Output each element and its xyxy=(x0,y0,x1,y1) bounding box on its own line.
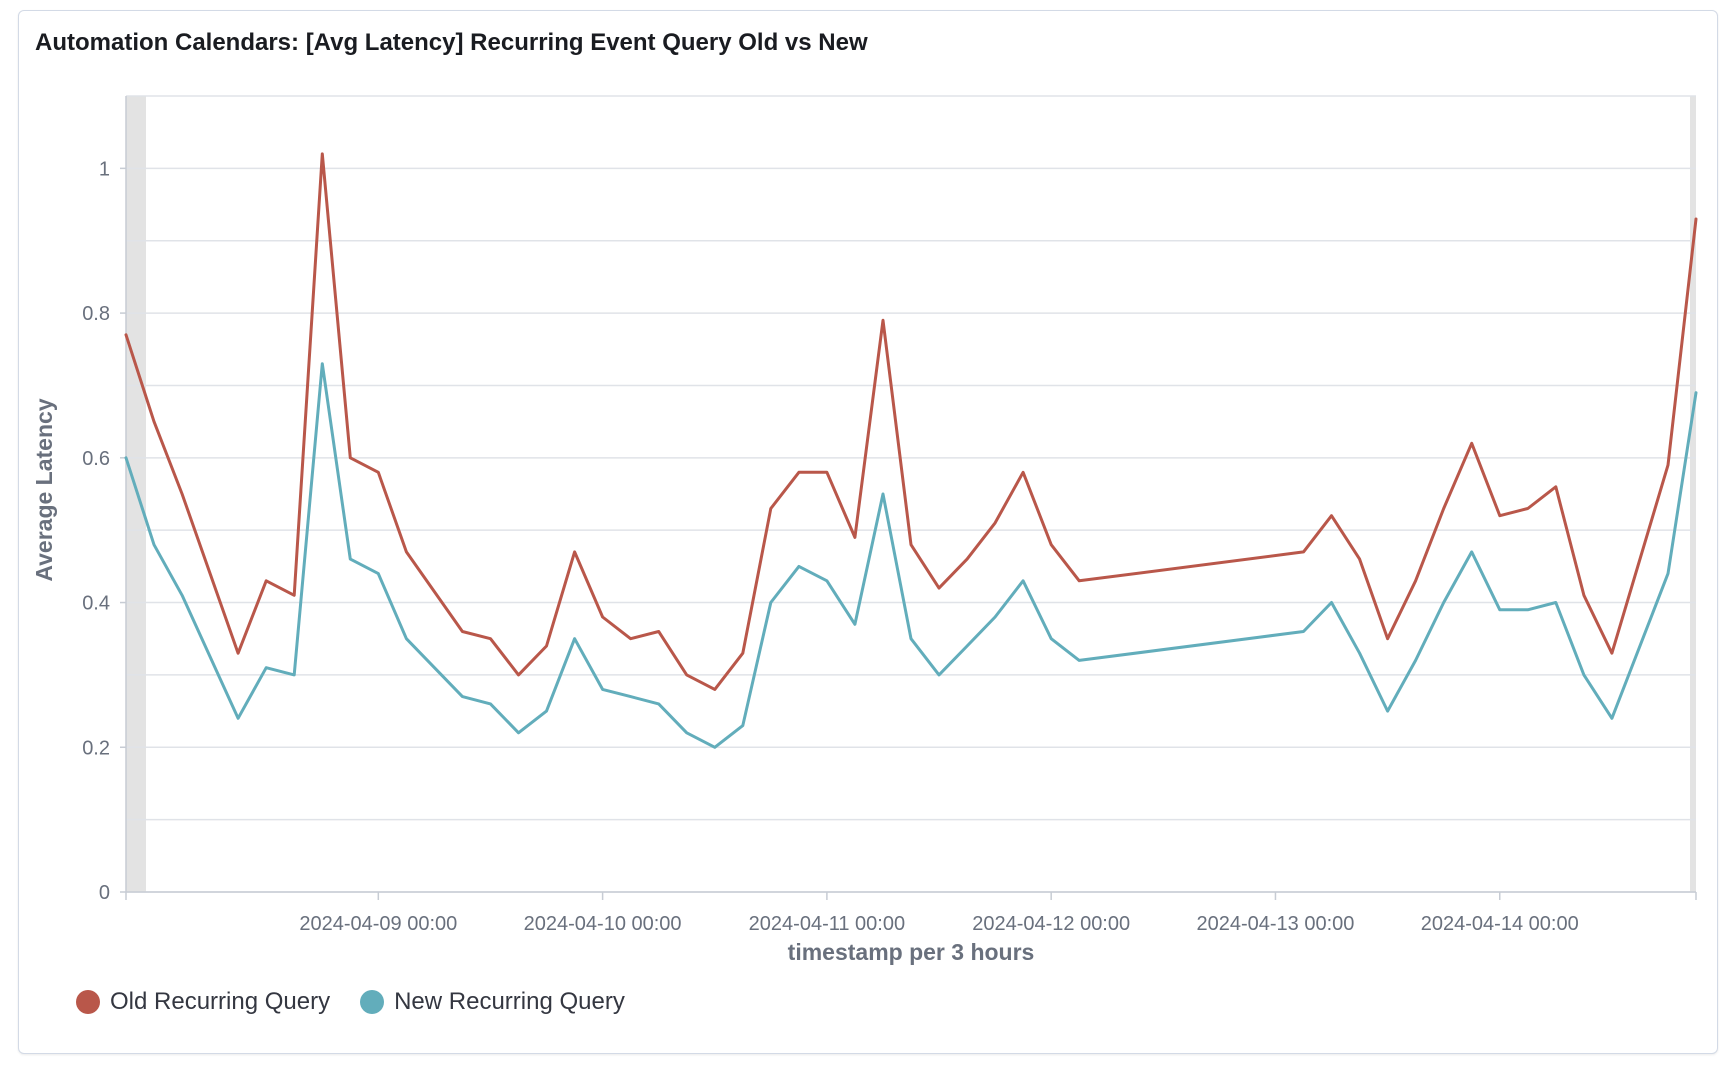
y-axis-title: Average Latency xyxy=(31,398,57,581)
x-tick-label: 2024-04-14 00:00 xyxy=(1421,913,1579,935)
y-tick-label: 0.4 xyxy=(82,593,110,615)
legend-label: New Recurring Query xyxy=(394,988,625,1015)
x-tick-label: 2024-04-11 00:00 xyxy=(749,913,905,935)
x-tick-label: 2024-04-10 00:00 xyxy=(524,913,682,935)
legend-color-dot-icon xyxy=(76,990,100,1014)
panel-title: Automation Calendars: [Avg Latency] Recu… xyxy=(35,29,868,56)
legend-item-new-recurring-query[interactable]: New Recurring Query xyxy=(360,988,625,1016)
x-tick-label: 2024-04-13 00:00 xyxy=(1197,913,1355,935)
x-tick-label: 2024-04-12 00:00 xyxy=(972,913,1130,935)
legend-label: Old Recurring Query xyxy=(110,988,331,1015)
series-line-old-recurring-query[interactable] xyxy=(124,152,1698,691)
plot-edge-band-right xyxy=(1690,96,1696,892)
plot-edge-band-left xyxy=(126,96,146,892)
legend-color-dot-icon xyxy=(360,990,385,1014)
x-tick-label: 2024-04-09 00:00 xyxy=(299,913,457,935)
x-axis-title: timestamp per 3 hours xyxy=(788,939,1035,965)
y-tick-label: 0.8 xyxy=(82,303,110,325)
y-tick-label: 0.2 xyxy=(82,737,110,759)
y-tick-label: 0.6 xyxy=(82,448,110,470)
chart-legend: Old Recurring Query New Recurring Query xyxy=(76,988,625,1016)
y-tick-label: 1 xyxy=(99,158,110,180)
y-tick-label: 0 xyxy=(99,882,110,904)
series-line-new-recurring-query[interactable] xyxy=(124,362,1698,749)
legend-item-old-recurring-query[interactable]: Old Recurring Query xyxy=(76,988,330,1016)
